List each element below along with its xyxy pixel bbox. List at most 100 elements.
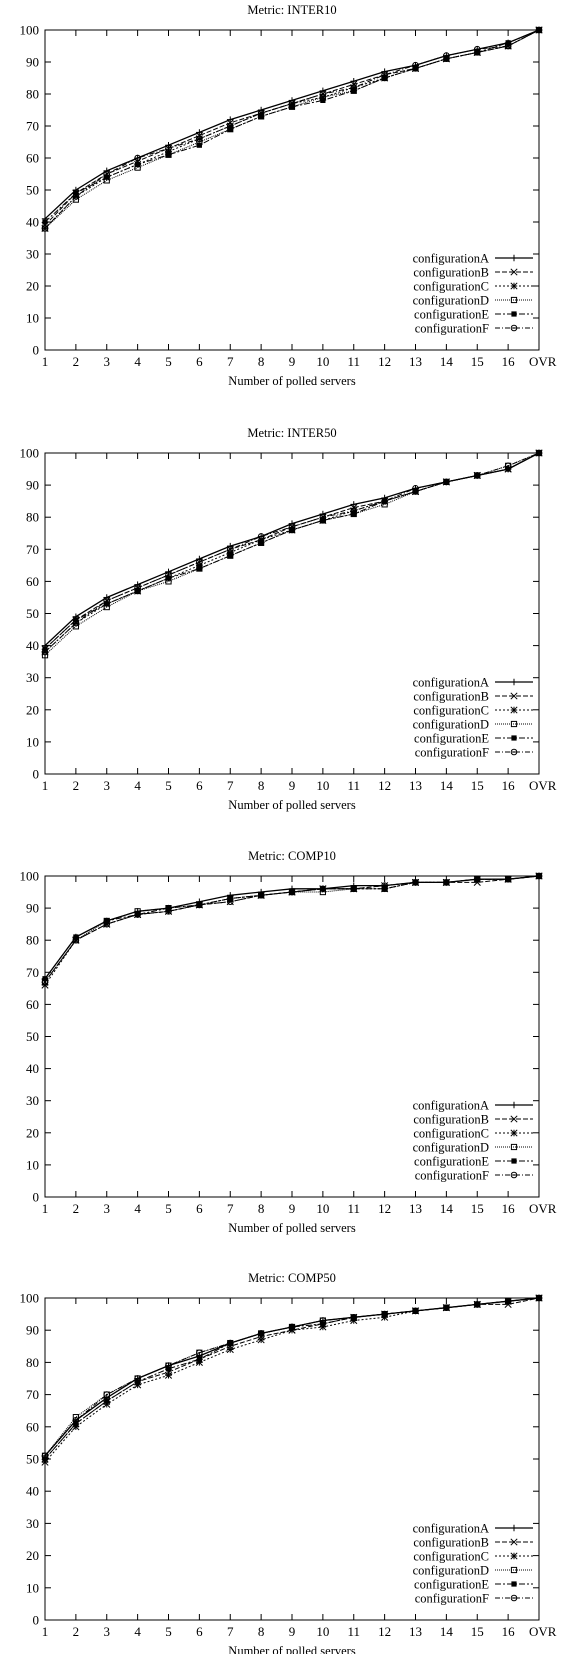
legend-item: configurationE: [414, 1155, 533, 1169]
data-point: [258, 540, 264, 546]
marker-shape: [381, 497, 388, 505]
y-tick-label: 10: [26, 1580, 39, 1595]
data-point: [504, 42, 512, 50]
legend-label: configurationE: [414, 732, 489, 746]
x-tick-label: 2: [73, 1201, 80, 1216]
marker-shape: [510, 1171, 518, 1179]
marker-stroke: [510, 1129, 518, 1137]
x-tick-label: 8: [258, 1624, 265, 1639]
data-point: [319, 513, 327, 521]
marker-shape: [381, 1310, 388, 1318]
legend-marker: [511, 735, 517, 741]
x-axis-label: Number of polled servers: [228, 374, 356, 388]
data-point: [104, 1398, 110, 1404]
marker-shape: [414, 64, 417, 67]
y-tick-label: 70: [26, 1387, 39, 1402]
marker-shape: [511, 735, 517, 741]
legend-label: configurationA: [413, 1522, 489, 1536]
y-tick-label: 80: [26, 510, 39, 525]
marker-shape: [44, 981, 46, 983]
marker-shape: [319, 90, 327, 98]
legend-marker: [510, 282, 518, 290]
marker-shape: [104, 1398, 110, 1404]
marker-stroke: [510, 282, 518, 290]
data-point: [443, 1304, 450, 1311]
marker-shape: [291, 891, 293, 893]
data-point: [164, 1371, 173, 1379]
legend-label: configurationD: [413, 294, 489, 308]
data-point: [41, 978, 49, 986]
marker-shape: [198, 903, 201, 906]
data-point: [443, 879, 450, 886]
marker-shape: [383, 73, 386, 76]
legend-label: configurationB: [413, 266, 489, 280]
marker-shape: [350, 1314, 358, 1321]
data-point: [320, 97, 326, 103]
x-tick-label: 6: [196, 1624, 203, 1639]
marker-shape: [321, 93, 324, 95]
marker-stroke: [510, 706, 518, 714]
marker-shape: [74, 195, 77, 198]
series-configurationE: [42, 27, 542, 225]
series-line: [44, 1297, 540, 1463]
data-point: [196, 565, 202, 572]
data-point: [535, 449, 543, 457]
data-point: [257, 533, 265, 540]
marker-shape: [510, 324, 518, 332]
y-tick-label: 40: [26, 1061, 39, 1076]
marker-shape: [352, 1316, 355, 1319]
y-tick-label: 0: [33, 767, 40, 782]
series-configurationD: [41, 1294, 543, 1459]
legend-item: configurationD: [413, 294, 533, 308]
marker-shape: [167, 147, 170, 150]
marker-shape: [74, 939, 77, 942]
marker-shape: [260, 894, 263, 897]
legend-label: configurationA: [413, 1099, 489, 1113]
x-tick-label: 13: [409, 1624, 422, 1639]
legend-marker: [510, 1171, 518, 1179]
data-point: [226, 122, 234, 130]
y-tick-label: 0: [33, 1613, 40, 1628]
marker-shape: [513, 751, 515, 753]
y-tick-label: 10: [26, 311, 39, 326]
marker-shape: [103, 1391, 111, 1398]
marker-shape: [167, 910, 170, 913]
marker-shape: [165, 571, 172, 579]
legend-item: configurationC: [413, 1550, 533, 1564]
marker-shape: [445, 480, 448, 483]
marker-shape: [504, 875, 512, 883]
series-configurationF: [41, 1294, 543, 1460]
legend: configurationAconfigurationBconfiguratio…: [413, 1522, 533, 1606]
y-tick-label: 20: [26, 1548, 39, 1563]
legend-marker: [510, 1115, 518, 1123]
series-configurationF: [41, 26, 543, 232]
x-axis-label: Number of polled servers: [228, 1644, 356, 1654]
data-point: [72, 619, 80, 627]
data-point: [196, 558, 203, 566]
data-point: [319, 90, 327, 98]
y-tick-label: 70: [26, 542, 39, 557]
series-configurationC: [41, 449, 543, 656]
marker-shape: [135, 161, 141, 167]
marker-shape: [321, 1319, 324, 1322]
chart-title: Metric: INTER10: [247, 3, 336, 17]
series-configurationE: [42, 450, 542, 652]
data-point: [412, 61, 419, 69]
data-point: [134, 1375, 141, 1382]
legend-label: configurationA: [413, 252, 489, 266]
legend-item: configurationC: [413, 704, 533, 718]
y-tick-label: 90: [26, 1323, 39, 1338]
marker-shape: [510, 720, 518, 728]
marker-shape: [136, 586, 139, 589]
x-tick-label: 12: [378, 1624, 391, 1639]
data-point: [165, 1362, 172, 1369]
y-tick-label: 50: [26, 1452, 39, 1467]
x-tick-label: 6: [196, 778, 203, 793]
series-line: [44, 452, 540, 656]
series-configurationF: [41, 449, 543, 656]
data-point: [381, 1310, 388, 1318]
legend-label: configurationF: [415, 1592, 489, 1606]
data-point: [226, 1339, 234, 1347]
x-tick-label: 6: [196, 1201, 203, 1216]
y-tick-label: 20: [26, 1125, 39, 1140]
